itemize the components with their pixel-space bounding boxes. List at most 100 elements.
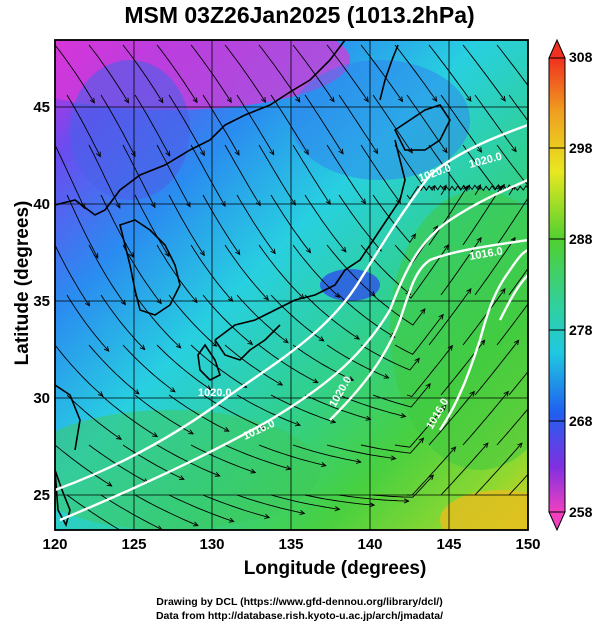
streamline-arrowhead	[476, 147, 483, 153]
streamline-arrowhead	[329, 96, 335, 103]
streamline	[134, 494, 199, 527]
streamline	[304, 394, 371, 420]
streamline-arrowhead	[535, 96, 539, 101]
streamline	[496, 197, 528, 246]
streamline-arrowhead	[483, 442, 489, 449]
streamline	[292, 144, 331, 205]
y-tick-label: 25	[33, 487, 50, 504]
streamline-arrowhead	[223, 426, 230, 432]
streamline	[224, 144, 261, 206]
streamline-arrowhead	[443, 244, 449, 251]
streamline	[508, 185, 528, 196]
y-tick-label: 45	[33, 99, 50, 116]
streamline-arrowhead	[192, 521, 199, 527]
streamline-arrowhead	[513, 339, 520, 346]
streamline	[202, 494, 270, 518]
streamline	[66, 94, 101, 157]
streamline-arrowhead	[363, 96, 369, 103]
streamline	[66, 194, 99, 259]
streamline	[134, 294, 182, 349]
streamline-arrowhead	[383, 373, 390, 379]
streamline	[508, 267, 528, 296]
streamline-arrowhead	[462, 185, 468, 192]
streamline	[258, 44, 301, 103]
streamline	[55, 444, 112, 487]
y-axis-label: Latitude (degrees)	[12, 200, 33, 366]
streamline-arrowhead	[432, 96, 438, 103]
streamline	[100, 494, 163, 530]
streamline	[292, 244, 340, 298]
streamline	[88, 344, 140, 395]
streamline-arrowhead	[120, 299, 127, 306]
streamline	[168, 394, 230, 432]
streamline-arrowhead	[330, 418, 337, 424]
streamline-arrowhead	[428, 474, 435, 481]
streamline-arrowhead	[188, 429, 195, 435]
streamline-arrowhead	[200, 150, 205, 157]
streamline-arrowhead	[269, 149, 275, 156]
streamline	[462, 186, 502, 246]
streamline	[428, 44, 472, 102]
streamline-arrowhead	[106, 481, 113, 487]
streamline	[236, 394, 301, 426]
streamline-arrowhead	[369, 502, 376, 508]
streamline-arrowhead	[425, 383, 431, 389]
streamline	[326, 44, 369, 102]
x-tick-label: 150	[515, 536, 540, 553]
streamline	[134, 94, 171, 157]
streamline-arrowhead	[348, 376, 355, 381]
streamline-arrowhead	[96, 151, 101, 158]
streamline	[474, 340, 519, 396]
streamline-arrowhead	[283, 338, 289, 344]
streamline	[292, 44, 335, 102]
streamline	[122, 44, 164, 103]
streamline-arrowhead	[295, 96, 301, 103]
streamline-arrowhead	[338, 148, 344, 155]
streamline	[100, 394, 158, 437]
streamline	[202, 294, 253, 345]
x-axis-label: Longitude (degrees)	[243, 558, 427, 579]
streamline	[156, 344, 212, 390]
streamline	[406, 94, 448, 153]
streamline	[440, 184, 481, 196]
streamline	[406, 446, 456, 496]
streamline-arrowhead	[164, 251, 170, 258]
streamline-arrowhead	[89, 97, 95, 104]
colorbar-tick-label: 308	[569, 49, 593, 65]
streamline-arrowhead	[156, 298, 162, 305]
streamline-arrowhead	[277, 380, 284, 386]
colorbar-bottom-arrow	[548, 511, 566, 532]
streamline-arrowhead	[103, 346, 110, 352]
x-tick-label: 130	[199, 536, 224, 553]
streamline	[508, 370, 528, 396]
streamline	[88, 244, 126, 305]
streamline	[406, 345, 453, 398]
streamline	[258, 144, 296, 206]
streamline-arrowhead	[260, 97, 267, 103]
streamline	[360, 244, 411, 295]
streamline-arrowhead	[234, 149, 240, 156]
streamline-arrowhead	[341, 246, 347, 253]
streamline	[55, 44, 95, 104]
streamline-arrowhead	[264, 513, 271, 519]
streamline-arrowhead	[420, 308, 426, 314]
streamline-arrowhead	[255, 200, 261, 207]
streamline-arrowhead	[285, 465, 292, 471]
streamline-arrowhead	[476, 184, 482, 191]
streamline-arrowhead	[466, 288, 472, 294]
streamline-arrowhead	[441, 184, 447, 191]
streamline	[372, 383, 431, 408]
streamline-arrowhead	[397, 96, 404, 103]
streamline-arrowhead	[128, 252, 134, 258]
streamline-arrowhead	[334, 292, 341, 299]
streamline	[156, 144, 191, 207]
x-tick-label: 135	[278, 536, 303, 553]
streamline-arrowhead	[175, 343, 182, 349]
x-tick-label: 125	[121, 536, 146, 553]
streamline	[372, 94, 413, 154]
streamline-arrowhead	[418, 437, 425, 444]
streamline-arrowhead	[294, 421, 301, 427]
streamline-arrowhead	[178, 475, 185, 480]
streamline-arrowhead	[447, 344, 454, 351]
y-tick-label: 35	[33, 293, 50, 310]
